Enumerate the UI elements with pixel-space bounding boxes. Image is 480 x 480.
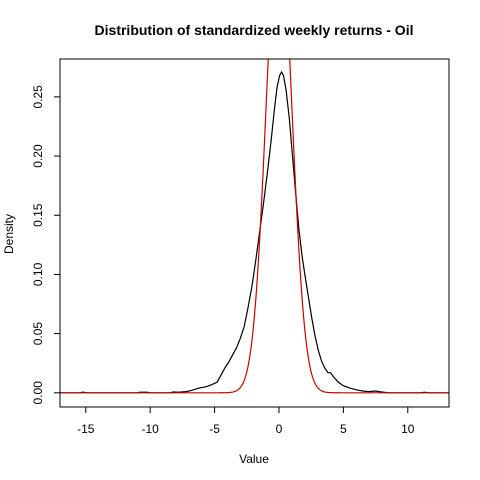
y-axis-label: Density bbox=[2, 214, 16, 254]
y-tick-label: 0.25 bbox=[31, 85, 45, 109]
x-axis-label: Value bbox=[239, 452, 269, 466]
plot-frame bbox=[60, 59, 449, 407]
x-tick-label: 5 bbox=[340, 422, 347, 436]
x-tick-label: -15 bbox=[77, 422, 95, 436]
y-tick-label: 0.00 bbox=[31, 381, 45, 405]
y-axis: 0.00 0.05 0.10 0.15 0.20 0.25 bbox=[31, 85, 60, 405]
y-tick-label: 0.15 bbox=[31, 203, 45, 227]
series-line-1 bbox=[60, 72, 449, 393]
x-tick-label: 0 bbox=[276, 422, 283, 436]
plot-area bbox=[60, 0, 449, 407]
chart-title: Distribution of standardized weekly retu… bbox=[95, 22, 414, 38]
y-tick-label: 0.10 bbox=[31, 262, 45, 286]
x-tick-label: -10 bbox=[141, 422, 159, 436]
y-tick-label: 0.20 bbox=[31, 144, 45, 168]
x-axis: -15 -10 -5 0 5 10 bbox=[77, 407, 415, 436]
y-tick-label: 0.05 bbox=[31, 322, 45, 346]
x-tick-label: -5 bbox=[209, 422, 220, 436]
x-tick-label: 10 bbox=[401, 422, 415, 436]
